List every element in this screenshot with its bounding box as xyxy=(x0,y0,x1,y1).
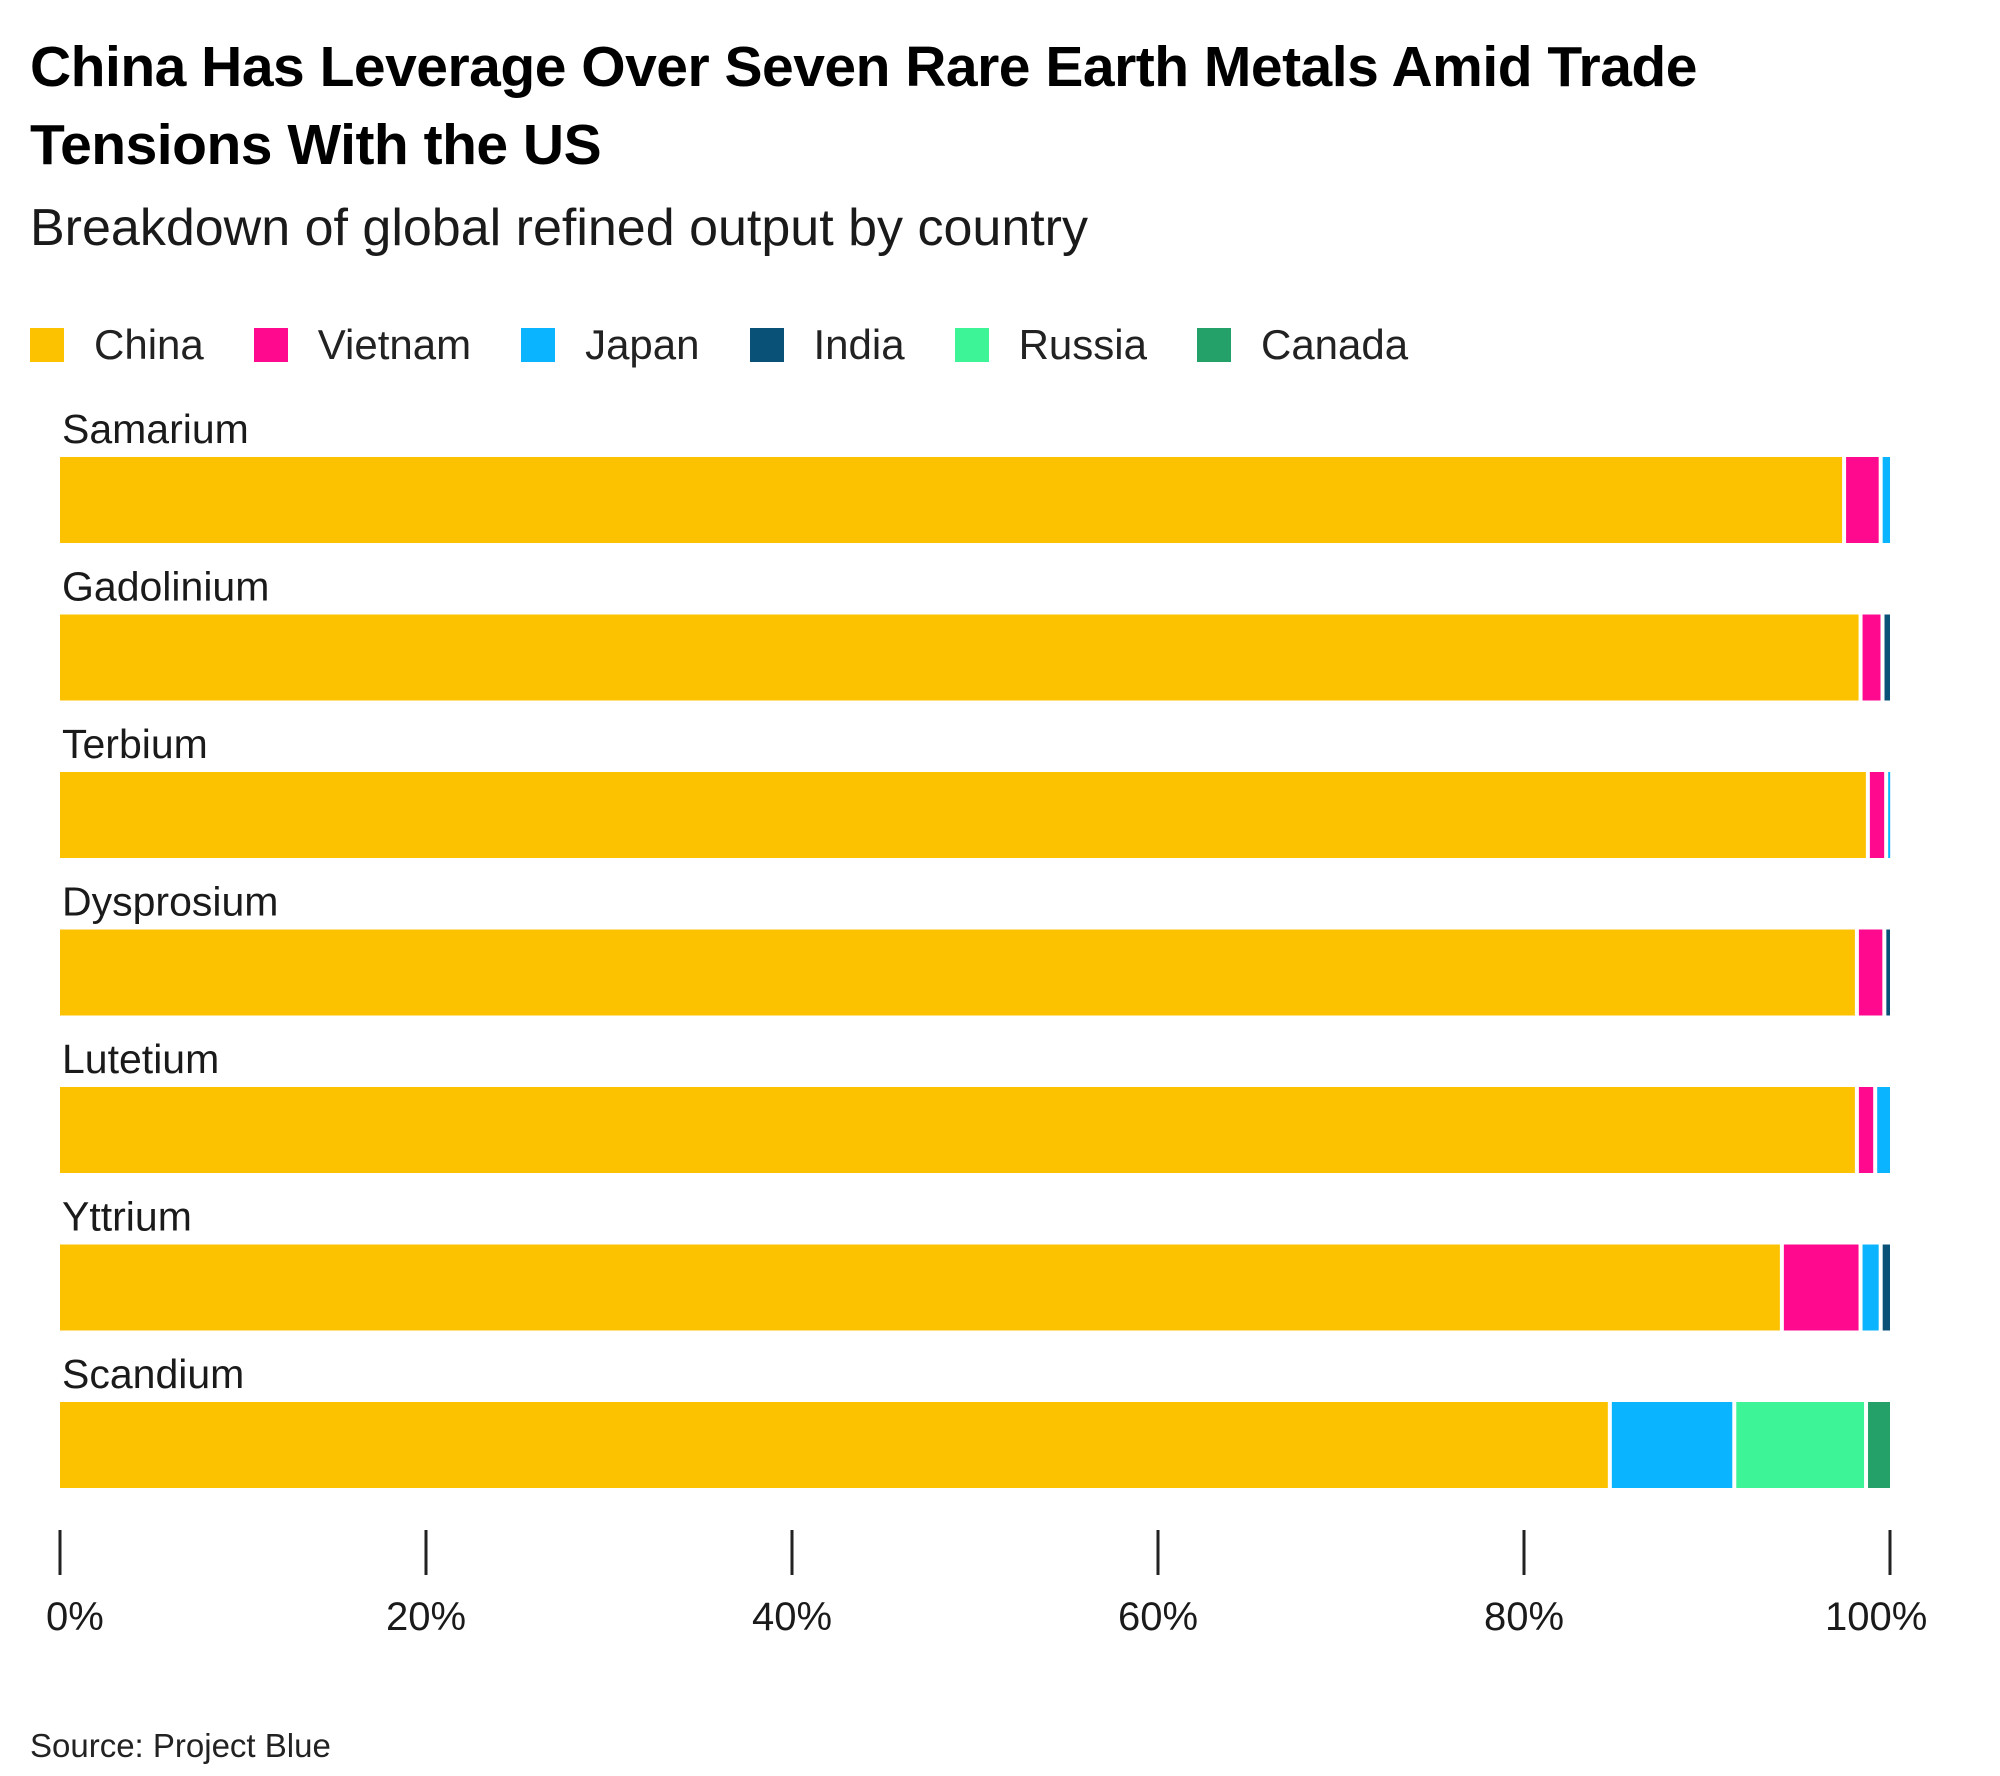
legend-label-india: India xyxy=(813,321,905,368)
chart-title: China Has Leverage Over Seven Rare Earth… xyxy=(30,35,1697,177)
bar-dysprosium-china xyxy=(60,929,1855,1016)
chart-subtitle: Breakdown of global refined output by co… xyxy=(30,199,1089,257)
legend-swatch-canada xyxy=(1196,328,1231,362)
stacked-bar-chart: Samarium Gadolinium Terbium Dysprosium Lutet… xyxy=(46,406,1927,1639)
x-tick-label-20: 20% xyxy=(386,1595,466,1639)
legend-label-canada: Canada xyxy=(1260,321,1409,368)
category-label-lutetium: Lutetium xyxy=(62,1036,219,1082)
legend: China Vietnam Japan India Russia Canada xyxy=(30,320,1458,370)
source-note: Source: Project Blue xyxy=(30,1727,331,1764)
legend-label-russia: Russia xyxy=(1018,321,1147,368)
legend-item-vietnam: Vietnam xyxy=(253,320,472,370)
category-label-dysprosium: Dysprosium xyxy=(62,879,278,925)
bar-samarium-japan xyxy=(1882,457,1890,543)
bar-scandium-canada xyxy=(1868,1402,1890,1488)
legend-swatch-japan xyxy=(521,328,556,362)
bar-lutetium-japan xyxy=(1877,1087,1890,1173)
bar-lutetium-vietnam xyxy=(1858,1087,1874,1173)
legend-swatch-china xyxy=(30,328,64,362)
x-tick-label-40: 40% xyxy=(752,1595,832,1639)
category-label-samarium: Samarium xyxy=(62,406,249,452)
bar-gadolinium-china xyxy=(60,614,1859,701)
legend-label-japan: Japan xyxy=(585,321,700,368)
bar-samarium-vietnam xyxy=(1846,457,1879,543)
category-label-terbium: Terbium xyxy=(62,721,208,767)
category-label-gadolinium: Gadolinium xyxy=(62,564,269,610)
bar-samarium-china xyxy=(60,457,1843,543)
bar-terbium-japan xyxy=(1888,772,1891,858)
bar-yttrium-japan xyxy=(1862,1244,1879,1331)
bar-dysprosium-india xyxy=(1886,929,1890,1016)
legend-item-china: China xyxy=(30,320,204,370)
legend-swatch-russia xyxy=(954,328,989,362)
legend-label-vietnam: Vietnam xyxy=(317,321,472,368)
legend-swatch-vietnam xyxy=(253,328,288,362)
legend-item-india: India xyxy=(749,320,905,370)
x-tick-label-80: 80% xyxy=(1484,1595,1564,1639)
bar-gadolinium-vietnam xyxy=(1862,614,1881,701)
category-label-yttrium: Yttrium xyxy=(62,1194,192,1240)
bar-scandium-china xyxy=(60,1402,1608,1488)
bar-yttrium-china xyxy=(60,1244,1780,1331)
x-tick-label-100: 100% xyxy=(1825,1595,1927,1639)
legend-item-russia: Russia xyxy=(954,320,1147,370)
x-tick-label-0: 0% xyxy=(46,1595,104,1639)
bar-dysprosium-vietnam xyxy=(1858,929,1883,1016)
bar-terbium-vietnam xyxy=(1869,772,1885,858)
legend-label-china: China xyxy=(94,321,204,368)
legend-item-canada: Canada xyxy=(1196,320,1409,370)
legend-swatch-india xyxy=(749,328,784,362)
category-label-scandium: Scandium xyxy=(62,1351,244,1397)
x-tick-label-60: 60% xyxy=(1118,1595,1198,1639)
bar-yttrium-india xyxy=(1882,1244,1890,1331)
bars-layer: Samarium Gadolinium Terbium Dysprosium Lutet… xyxy=(60,406,1891,1488)
bar-scandium-japan xyxy=(1611,1402,1733,1488)
x-axis: 0% 20% 40% 60% 80% 100% xyxy=(46,1530,1927,1639)
bar-gadolinium-india xyxy=(1884,614,1890,701)
bar-scandium-russia xyxy=(1736,1402,1865,1488)
bar-yttrium-vietnam xyxy=(1783,1244,1859,1331)
legend-item-japan: Japan xyxy=(521,320,700,370)
bar-terbium-china xyxy=(60,772,1866,858)
bar-lutetium-china xyxy=(60,1087,1855,1173)
